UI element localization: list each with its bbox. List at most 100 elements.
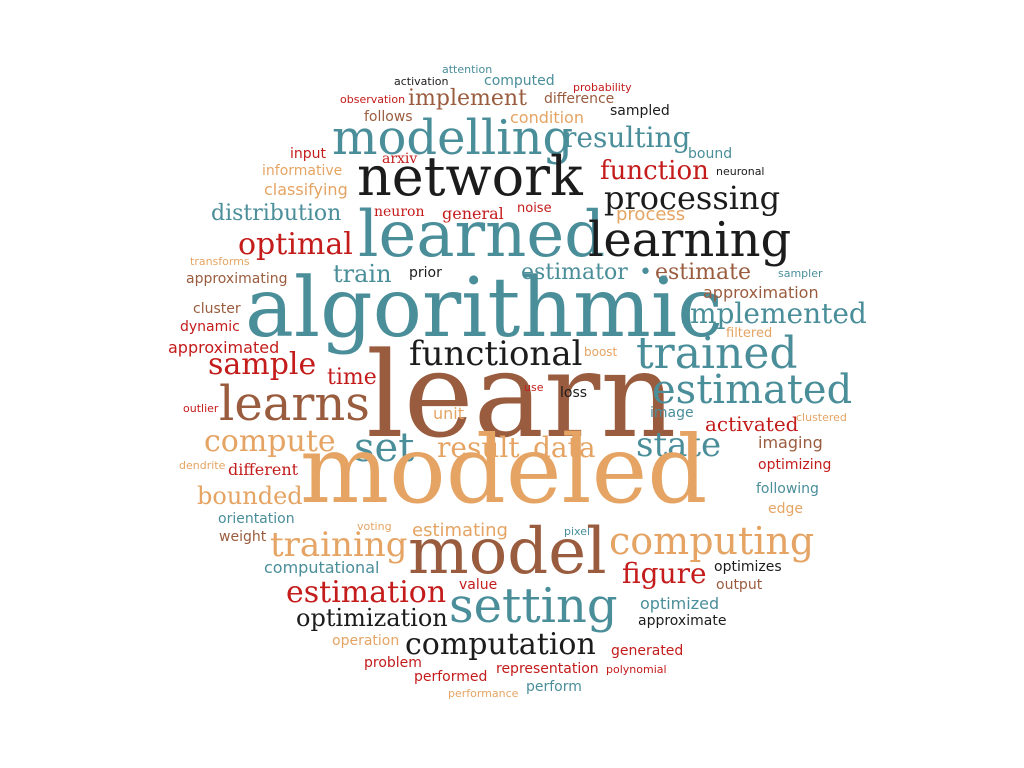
word-sampled: sampled (610, 103, 670, 119)
word-data: data (533, 431, 596, 464)
word-loss: loss (560, 385, 588, 401)
word-set: set (354, 425, 415, 471)
word-arxiv: arxiv (382, 151, 418, 167)
word-general: general (442, 204, 504, 223)
word-estimate: estimate (655, 260, 752, 285)
word-network: network (357, 145, 583, 208)
word-performed: performed (414, 669, 488, 685)
word-computed: computed (484, 73, 555, 89)
word-outlier: outlier (183, 402, 219, 415)
word-estimated: estimated (652, 367, 853, 413)
word-figure: figure (622, 557, 707, 590)
word-use: use (524, 381, 544, 394)
word-cluster: cluster (193, 301, 241, 317)
word-noise: noise (517, 201, 552, 216)
word-follows: follows (364, 109, 413, 125)
word-optimization: optimization (296, 604, 448, 632)
word-compute: compute (204, 424, 336, 459)
word-following: following (756, 481, 819, 497)
word-transforms: transforms (190, 255, 250, 268)
word-approximated: approximated (168, 338, 280, 357)
word-time: time (327, 365, 377, 390)
word-voting: voting (357, 520, 392, 533)
word-approximating: approximating (186, 271, 288, 287)
word-optimizes: optimizes (714, 559, 782, 575)
word-input: input (290, 146, 327, 162)
word-sample: sample (208, 347, 317, 382)
word-result: result (437, 431, 520, 464)
word-implement: implement (408, 86, 527, 111)
word-weight: weight (219, 529, 267, 545)
word-estimation: estimation (286, 575, 447, 610)
word-neuronal: neuronal (716, 165, 765, 178)
word-approximation: approximation (703, 283, 819, 302)
word-probability: probability (573, 81, 632, 94)
word-imaging: imaging (758, 433, 823, 452)
word-process: process (616, 204, 686, 225)
word-approximate: approximate (638, 613, 727, 629)
word-activated: activated (705, 412, 799, 436)
word-filtered: filtered (726, 326, 773, 341)
word-resulting: resulting (563, 121, 691, 154)
word-computational: computational (264, 558, 380, 577)
word-clustered: clustered (796, 411, 847, 424)
word-output: output (716, 577, 763, 593)
word-generated: generated (611, 643, 684, 659)
word-polynomial: polynomial (606, 663, 667, 676)
word-learns: learns (219, 376, 370, 432)
word-edge: edge (768, 501, 803, 517)
word-attention: attention (442, 63, 493, 76)
word-computation: computation (405, 627, 596, 662)
word-learning: learning (588, 212, 792, 268)
word-model: model (408, 515, 607, 589)
word-estimating: estimating (412, 520, 508, 541)
word-distribution: distribution (211, 201, 342, 226)
word-difference: difference (544, 91, 615, 107)
word-implemented: implemented (681, 297, 867, 330)
word-dynamic: dynamic (180, 319, 240, 335)
word-neuron: neuron (374, 204, 425, 220)
word-functional: functional (409, 334, 583, 374)
word-setting: setting (449, 578, 618, 634)
word-pixel: pixel (564, 525, 591, 538)
word-informative: informative (262, 163, 343, 179)
word-unit: unit (433, 404, 464, 423)
word-algorithmic: algorithmic (245, 261, 724, 356)
word-trained: trained (636, 328, 798, 379)
word-orientation: orientation (218, 511, 295, 527)
word-activation: activation (394, 75, 449, 88)
word-problem: problem (364, 655, 422, 671)
word-computing: computing (609, 519, 815, 563)
word-classifying: classifying (264, 180, 348, 199)
word-train: train (333, 260, 392, 288)
word-modeled: modeled (300, 416, 708, 525)
word-observation: observation (340, 93, 406, 106)
word-training: training (270, 525, 408, 565)
word-condition: condition (510, 108, 584, 127)
word-operation: operation (332, 633, 400, 649)
word-bounded: bounded (197, 482, 303, 510)
word-representation: representation (496, 661, 599, 677)
word-processing: processing (604, 179, 781, 217)
word-learned: learned (358, 198, 606, 272)
word-prior: prior (409, 265, 442, 281)
word-modelling: modelling (332, 110, 574, 166)
word-optimized: optimized (640, 594, 720, 613)
word-dendrite: dendrite (179, 459, 226, 472)
word-perform: perform (526, 679, 582, 695)
word-performance: performance (448, 687, 519, 700)
word-sampler: sampler (778, 267, 823, 280)
word-boost: boost (584, 345, 618, 359)
word-bullet: • (639, 260, 652, 285)
word-estimator: estimator (521, 260, 628, 285)
word-function: function (600, 156, 709, 186)
word-learn: learn (366, 326, 677, 464)
word-state: state (636, 425, 722, 465)
word-different: different (228, 460, 299, 479)
word-optimizing: optimizing (758, 457, 832, 473)
word-bound: bound (688, 146, 733, 162)
word-optimal: optimal (238, 227, 353, 262)
word-image: image (650, 405, 694, 421)
